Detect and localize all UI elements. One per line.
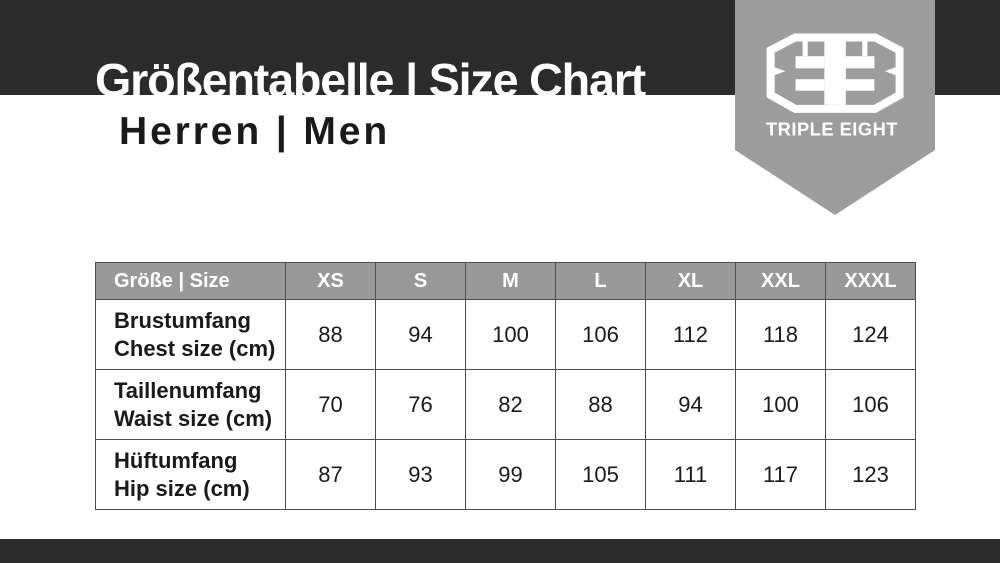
svg-text:TRIPLE EIGHT: TRIPLE EIGHT — [766, 119, 898, 140]
